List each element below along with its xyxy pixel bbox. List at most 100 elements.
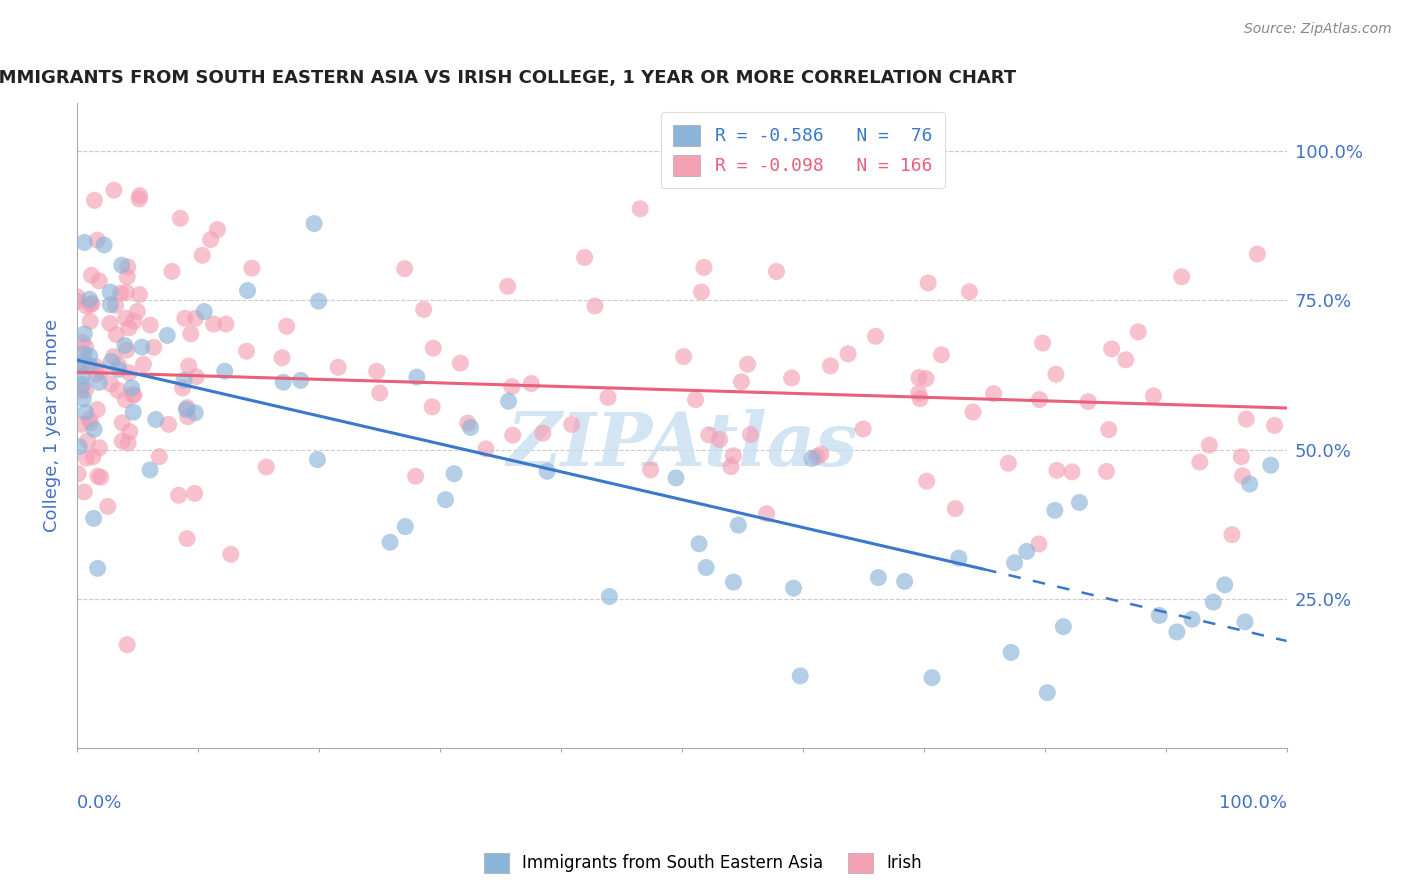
Point xyxy=(169,211,191,226)
Point xyxy=(118,366,141,380)
Point xyxy=(117,260,139,274)
Point xyxy=(755,507,778,521)
Point xyxy=(132,357,155,371)
Point xyxy=(685,392,707,407)
Point xyxy=(93,238,115,252)
Point xyxy=(908,386,931,401)
Point xyxy=(117,436,139,450)
Point xyxy=(111,416,134,430)
Point xyxy=(117,269,139,284)
Point xyxy=(200,233,222,247)
Text: 100.0%: 100.0% xyxy=(1219,794,1286,812)
Point xyxy=(173,311,195,326)
Point xyxy=(103,350,125,364)
Point xyxy=(1170,269,1192,284)
Point xyxy=(79,292,101,306)
Point xyxy=(73,235,96,250)
Point xyxy=(127,304,149,318)
Point xyxy=(176,532,198,546)
Point xyxy=(1246,247,1268,261)
Point xyxy=(501,379,523,393)
Point xyxy=(921,671,943,685)
Point xyxy=(84,368,107,382)
Point xyxy=(520,376,543,391)
Point xyxy=(1166,624,1188,639)
Point xyxy=(75,405,97,419)
Point xyxy=(66,294,89,309)
Point xyxy=(72,392,94,406)
Point xyxy=(1000,645,1022,659)
Point xyxy=(917,276,939,290)
Legend: Immigrants from South Eastern Asia, Irish: Immigrants from South Eastern Asia, Iris… xyxy=(477,847,929,880)
Point xyxy=(115,285,138,300)
Point xyxy=(1213,578,1236,592)
Point xyxy=(1052,619,1074,633)
Point xyxy=(307,452,329,467)
Point xyxy=(531,426,554,441)
Point xyxy=(908,370,931,384)
Point xyxy=(1181,612,1204,626)
Point xyxy=(176,401,198,415)
Point xyxy=(561,417,583,432)
Point xyxy=(176,402,198,417)
Point xyxy=(1101,342,1123,356)
Point xyxy=(959,285,981,299)
Point xyxy=(1233,615,1256,629)
Point xyxy=(214,364,236,378)
Point xyxy=(75,383,97,397)
Point xyxy=(1232,468,1254,483)
Point xyxy=(765,264,787,278)
Point xyxy=(240,261,263,276)
Point xyxy=(596,391,619,405)
Point xyxy=(104,298,127,312)
Point xyxy=(449,356,471,370)
Point xyxy=(118,321,141,335)
Point xyxy=(73,347,96,361)
Point xyxy=(86,561,108,575)
Point xyxy=(73,485,96,500)
Point xyxy=(86,233,108,247)
Point xyxy=(948,551,970,566)
Point xyxy=(1060,465,1083,479)
Point xyxy=(98,317,121,331)
Point xyxy=(183,486,205,500)
Point xyxy=(67,467,90,481)
Point xyxy=(457,416,479,430)
Point xyxy=(302,217,325,231)
Point xyxy=(75,451,97,466)
Text: Source: ZipAtlas.com: Source: ZipAtlas.com xyxy=(1244,22,1392,37)
Point xyxy=(80,296,103,310)
Point xyxy=(1046,463,1069,477)
Point xyxy=(820,359,842,373)
Point xyxy=(1202,595,1225,609)
Point xyxy=(962,405,984,419)
Point xyxy=(1115,352,1137,367)
Point xyxy=(915,474,938,488)
Point xyxy=(1128,325,1150,339)
Point xyxy=(723,449,745,463)
Point xyxy=(173,373,195,387)
Point xyxy=(720,459,742,474)
Point xyxy=(498,394,520,409)
Point xyxy=(76,299,98,313)
Point xyxy=(931,348,953,362)
Point xyxy=(70,384,93,398)
Point xyxy=(72,377,94,392)
Point xyxy=(709,433,731,447)
Point xyxy=(1263,418,1285,433)
Point xyxy=(697,427,720,442)
Point xyxy=(121,381,143,395)
Point xyxy=(366,364,388,378)
Point xyxy=(107,362,129,376)
Point xyxy=(723,575,745,590)
Point xyxy=(177,409,200,424)
Point xyxy=(536,464,558,478)
Point xyxy=(107,359,129,373)
Point xyxy=(98,285,121,299)
Point xyxy=(810,447,832,461)
Point xyxy=(583,299,606,313)
Point xyxy=(97,500,120,514)
Point xyxy=(727,518,749,533)
Point xyxy=(943,501,966,516)
Point xyxy=(83,511,105,525)
